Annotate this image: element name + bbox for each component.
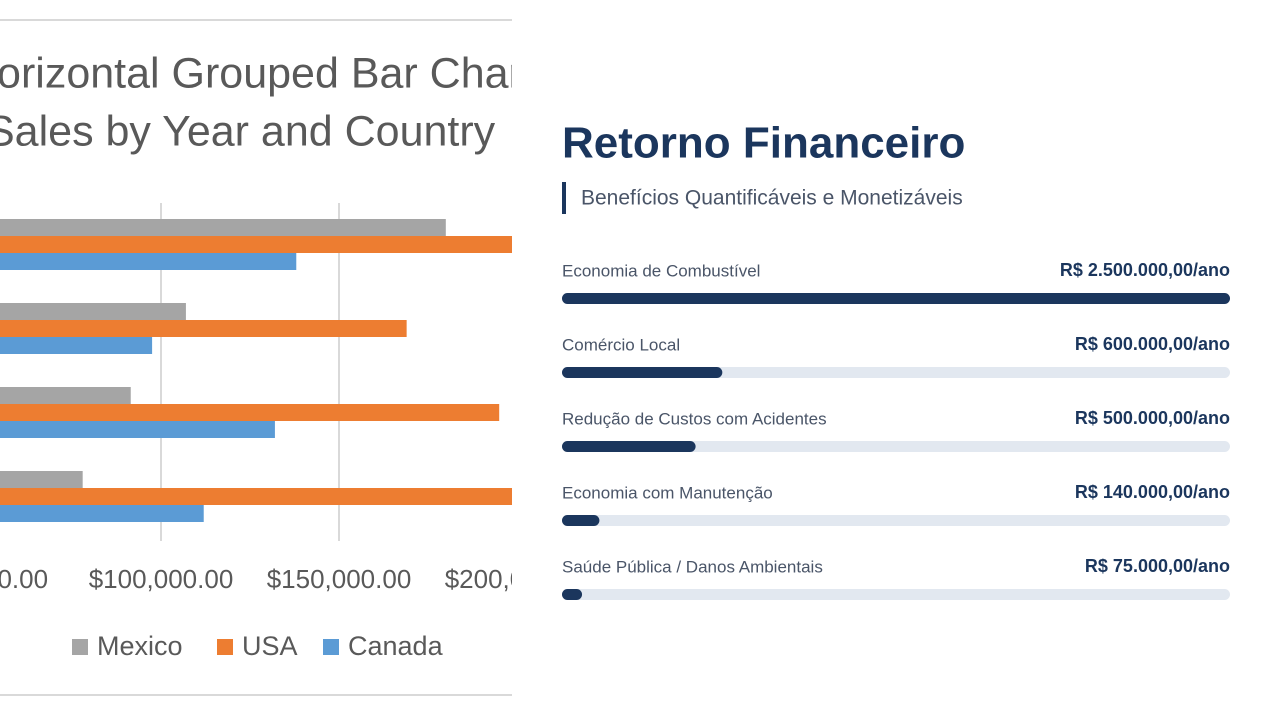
progress-track — [562, 589, 1230, 600]
bar — [0, 236, 512, 253]
legend-label: Mexico — [97, 631, 183, 661]
item-value: R$ 500.000,00/ano — [1075, 408, 1230, 428]
item-value: R$ 75.000,00/ano — [1085, 556, 1230, 576]
progress-bar — [562, 293, 1230, 304]
progress-bar — [562, 441, 696, 452]
panel: Retorno Financeiro Benefícios Quantificá… — [562, 119, 1230, 600]
chart-subtitle: Sales by Year and Country — [0, 107, 496, 155]
bar — [0, 253, 297, 270]
item-label: Economia de Combustível — [562, 261, 760, 280]
chart-title: Horizontal Grouped Bar Chart — [0, 49, 535, 97]
progress-track — [562, 441, 1230, 452]
x-tick-label: $100,000.00 — [89, 564, 234, 594]
legend-swatch — [217, 639, 233, 655]
bar — [0, 471, 83, 488]
chart-image: Horizontal Grouped Bar Chart Sales by Ye… — [0, 19, 590, 696]
bar — [0, 387, 131, 404]
item-label: Redução de Custos com Acidentes — [562, 409, 827, 428]
x-tick-label: $50,000.00 — [0, 564, 48, 594]
item-label: Saúde Pública / Danos Ambientais — [562, 557, 823, 576]
legend-swatch — [72, 639, 88, 655]
subtitle-accent — [562, 182, 566, 214]
legend-swatch — [323, 639, 339, 655]
progress-track — [562, 515, 1230, 526]
x-tick-label: $200,000.00 — [445, 564, 590, 594]
bar — [0, 488, 512, 505]
bar — [0, 421, 275, 438]
bar — [0, 404, 500, 421]
progress-track — [562, 367, 1230, 378]
bar — [0, 303, 186, 320]
x-tick-label: $150,000.00 — [267, 564, 412, 594]
bar — [0, 337, 153, 354]
legend-label: USA — [242, 631, 298, 661]
progress-bar — [562, 515, 600, 526]
panel-title: Retorno Financeiro — [562, 119, 965, 168]
progress-bar — [562, 589, 583, 600]
item-value: R$ 140.000,00/ano — [1075, 482, 1230, 502]
legend-label: Canada — [348, 631, 444, 661]
bar — [0, 505, 204, 522]
item-label: Comércio Local — [562, 335, 680, 354]
panel-subtitle: Benefícios Quantificáveis e Monetizáveis — [581, 187, 963, 210]
item-value: R$ 2.500.000,00/ano — [1060, 260, 1230, 280]
item-label: Economia com Manutenção — [562, 483, 773, 502]
progress-bar — [562, 367, 723, 378]
bar — [0, 320, 407, 337]
item-value: R$ 600.000,00/ano — [1075, 334, 1230, 354]
bar — [0, 219, 446, 236]
